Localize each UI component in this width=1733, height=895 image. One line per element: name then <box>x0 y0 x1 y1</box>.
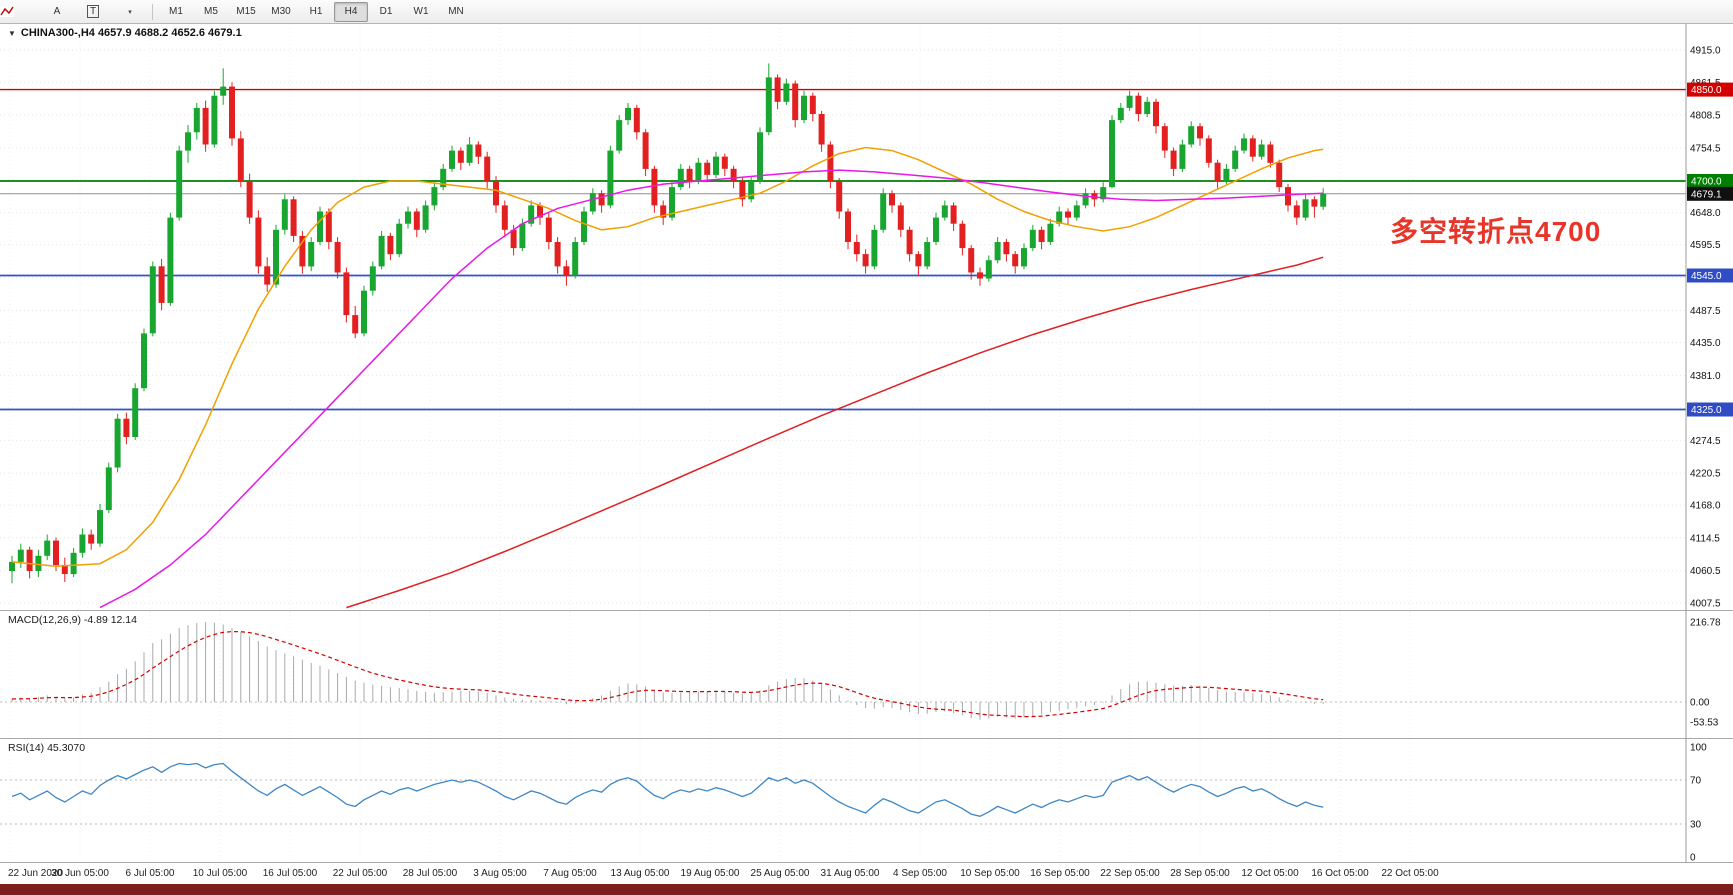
svg-text:4435.0: 4435.0 <box>1690 338 1721 349</box>
svg-text:4595.5: 4595.5 <box>1690 240 1721 251</box>
time-axis-label: 4 Sep 05:00 <box>893 868 947 879</box>
timeframe-h1-button[interactable]: H1 <box>309 6 323 17</box>
timeframe-w1-button[interactable]: W1 <box>413 6 429 17</box>
time-axis-label: 6 Jul 05:00 <box>125 868 175 879</box>
time-axis-label: 13 Aug 05:00 <box>610 868 670 879</box>
time-axis-label: 16 Oct 05:00 <box>1311 868 1369 879</box>
svg-text:216.78: 216.78 <box>1690 618 1721 629</box>
svg-text:4679.1: 4679.1 <box>1691 189 1722 200</box>
time-axis-label: 22 Oct 05:00 <box>1381 868 1439 879</box>
time-axis-label: 22 Sep 05:00 <box>1100 868 1160 879</box>
macd-panel[interactable]: 216.78 0.00 -53.53 <box>0 610 1733 738</box>
svg-text:4060.5: 4060.5 <box>1690 566 1721 577</box>
toolbar-separator <box>152 3 153 20</box>
svg-text:4754.5: 4754.5 <box>1690 143 1721 154</box>
rsi-panel[interactable]: 100 70 30 0 <box>0 738 1733 862</box>
line-studies-button[interactable]: ▾ <box>0 2 146 22</box>
time-axis-label: 28 Sep 05:00 <box>1170 868 1230 879</box>
svg-text:4274.5: 4274.5 <box>1690 436 1721 447</box>
main-price-chart[interactable]: 4915.04861.54808.54754.54701.54648.04595… <box>0 24 1733 610</box>
timeframe-m5-button[interactable]: M5 <box>204 6 218 17</box>
time-axis-label: 10 Jul 05:00 <box>192 868 248 879</box>
chart-annotation[interactable]: 多空转折点4700 <box>1390 216 1602 247</box>
time-axis-label: 30 Jun 05:00 <box>51 868 109 879</box>
svg-text:4808.5: 4808.5 <box>1690 110 1721 121</box>
svg-text:4007.5: 4007.5 <box>1690 599 1721 610</box>
bottom-strip <box>0 884 1733 895</box>
time-axis-label: 3 Aug 05:00 <box>473 868 527 879</box>
svg-text:4381.0: 4381.0 <box>1690 371 1721 382</box>
time-axis-label: 28 Jul 05:00 <box>402 868 458 879</box>
toolbar: A T ▾ M1 M5 M15 M30 H1 H4 D1 W1 MN <box>0 0 1733 24</box>
time-axis-label: 16 Jul 05:00 <box>262 868 318 879</box>
svg-text:100: 100 <box>1690 743 1707 754</box>
chart-menu-icon[interactable]: ▼ <box>8 28 16 38</box>
svg-text:0.00: 0.00 <box>1690 698 1710 709</box>
symbol-ohlc-title: CHINA300-,H4 4657.9 4688.2 4652.6 4679.1 <box>20 27 242 39</box>
tool-button-group: A T ▾ <box>0 2 146 22</box>
time-axis-label: 16 Sep 05:00 <box>1030 868 1090 879</box>
text-a-tool-button[interactable]: A <box>53 6 61 17</box>
rsi-indicator-label: RSI(14) 45.3070 <box>8 742 86 754</box>
timeframe-mn-button[interactable]: MN <box>448 6 464 17</box>
svg-text:4700.0: 4700.0 <box>1691 177 1722 188</box>
svg-text:4648.0: 4648.0 <box>1690 208 1721 219</box>
timeframe-h4-button[interactable]: H4 <box>334 1 368 22</box>
svg-text:4325.0: 4325.0 <box>1691 405 1722 416</box>
text-t-tool-button[interactable]: T <box>76 2 110 22</box>
timeframe-m1-button[interactable]: M1 <box>169 6 183 17</box>
svg-text:70: 70 <box>1690 776 1702 787</box>
dropdown-caret-icon: ▾ <box>128 8 132 16</box>
chart-header: ▼ CHINA300-,H4 4657.9 4688.2 4652.6 4679… <box>8 27 242 39</box>
svg-text:4168.0: 4168.0 <box>1690 501 1721 512</box>
polyline-icon <box>0 6 14 17</box>
svg-text:0: 0 <box>1690 853 1696 863</box>
svg-text:4850.0: 4850.0 <box>1691 85 1722 96</box>
time-axis-label: 10 Sep 05:00 <box>960 868 1020 879</box>
time-axis-label: 7 Aug 05:00 <box>543 868 597 879</box>
time-axis-label: 25 Aug 05:00 <box>750 868 810 879</box>
time-axis-label: 22 Jun 2020 <box>8 868 64 879</box>
svg-text:-53.53: -53.53 <box>1690 717 1719 728</box>
svg-text:30: 30 <box>1690 820 1702 831</box>
time-axis: 22 Jun 2020 30 Jun 05:00 6 Jul 05:00 10 Jul… <box>0 862 1733 884</box>
timeframe-m30-button[interactable]: M30 <box>271 6 291 17</box>
time-axis-label: 31 Aug 05:00 <box>820 868 880 879</box>
timeframe-m15-button[interactable]: M15 <box>236 6 256 17</box>
macd-indicator-label: MACD(12,26,9) -4.89 12.14 <box>8 614 137 626</box>
time-axis-label: 22 Jul 05:00 <box>332 868 388 879</box>
svg-text:4220.5: 4220.5 <box>1690 469 1721 480</box>
svg-text:4487.5: 4487.5 <box>1690 306 1721 317</box>
time-axis-label: 12 Oct 05:00 <box>1241 868 1299 879</box>
timeframe-d1-button[interactable]: D1 <box>379 6 393 17</box>
timeframe-button-group: M1 M5 M15 M30 H1 H4 D1 W1 MN <box>159 1 473 22</box>
svg-text:4915.0: 4915.0 <box>1690 46 1721 57</box>
svg-text:4114.5: 4114.5 <box>1690 533 1720 544</box>
svg-text:4545.0: 4545.0 <box>1691 271 1722 282</box>
time-axis-label: 19 Aug 05:00 <box>680 868 740 879</box>
